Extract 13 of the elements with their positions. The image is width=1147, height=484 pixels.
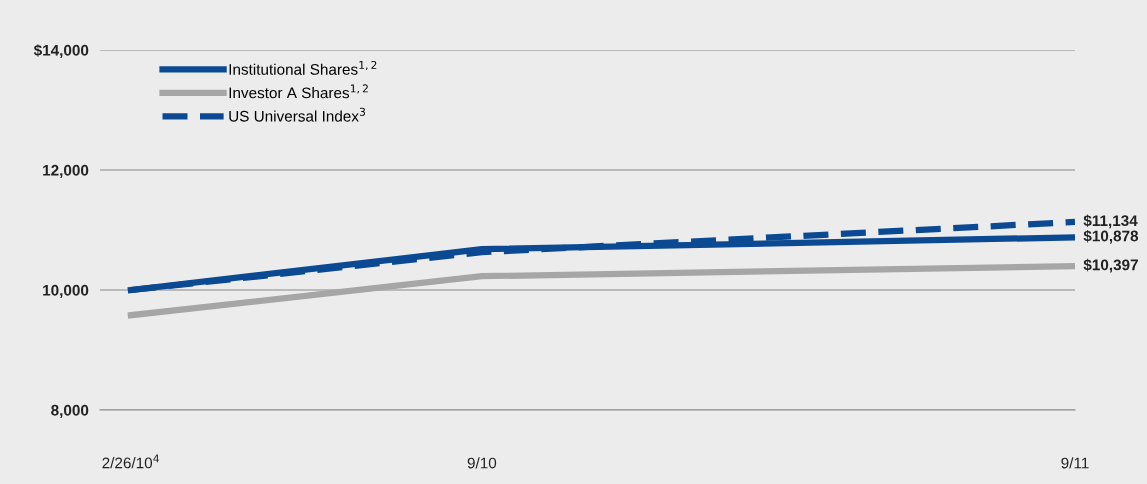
data-label: $10,878 <box>1083 229 1139 244</box>
x-tick-label: 2/26/10$^{4}$ <box>102 454 160 469</box>
y-tick-label: 10,000 <box>43 284 89 298</box>
y-tick-label: 12,000 <box>43 164 89 178</box>
legend-label: Institutional Shares$^{1,2}$ <box>229 60 377 75</box>
y-tick-label: $14,000 <box>33 44 89 58</box>
x-tick-label: 9/11 <box>1061 457 1089 469</box>
y-tick-label: 8,000 <box>51 404 89 418</box>
x-tick-label: 9/10 <box>467 457 497 469</box>
legend-label: US Universal Index$^{3}$ <box>229 107 366 122</box>
data-label: $10,397 <box>1083 258 1138 273</box>
data-label: $11,134 <box>1083 214 1138 229</box>
legend-label: Investor A Shares$^{1,2}$ <box>229 84 368 99</box>
